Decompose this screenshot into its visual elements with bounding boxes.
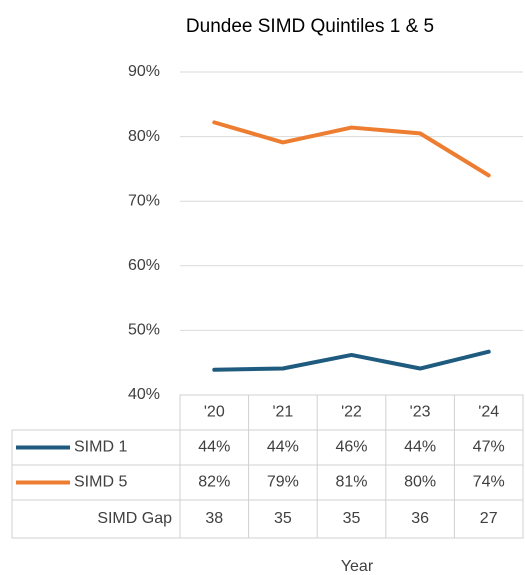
table-value: 27: [480, 510, 498, 527]
table-value: 74%: [473, 474, 505, 491]
x-axis-label: Year: [341, 558, 374, 575]
table-value: 44%: [404, 439, 436, 456]
legend-label: SIMD 5: [74, 474, 127, 491]
x-tick-label: '23: [410, 404, 431, 421]
table-value: 35: [343, 510, 361, 527]
y-tick-label: 80%: [128, 128, 160, 145]
table-value: 44%: [198, 439, 230, 456]
y-tick-label: 40%: [128, 386, 160, 403]
table-value: 35: [274, 510, 292, 527]
x-tick-label: '22: [341, 404, 362, 421]
chart-title: Dundee SIMD Quintiles 1 & 5: [186, 16, 434, 37]
table-value: 80%: [404, 474, 436, 491]
x-tick-label: '24: [478, 404, 499, 421]
table-value: 81%: [335, 474, 367, 491]
series-line: [212, 120, 491, 178]
table-value: 38: [205, 510, 223, 527]
table-value: 36: [411, 510, 429, 527]
x-tick-label: '20: [204, 404, 225, 421]
table-value: 46%: [335, 439, 367, 456]
y-tick-label: 70%: [128, 192, 160, 209]
y-tick-label: 90%: [128, 63, 160, 80]
table-value: 82%: [198, 474, 230, 491]
series-line: [212, 349, 491, 372]
table-value: 44%: [267, 439, 299, 456]
y-tick-label: 60%: [128, 257, 160, 274]
table-row-label: SIMD Gap: [97, 510, 172, 527]
y-tick-label: 50%: [128, 322, 160, 339]
table-value: 47%: [473, 439, 505, 456]
x-tick-label: '21: [272, 404, 293, 421]
table-value: 79%: [267, 474, 299, 491]
legend-label: SIMD 1: [74, 439, 127, 456]
